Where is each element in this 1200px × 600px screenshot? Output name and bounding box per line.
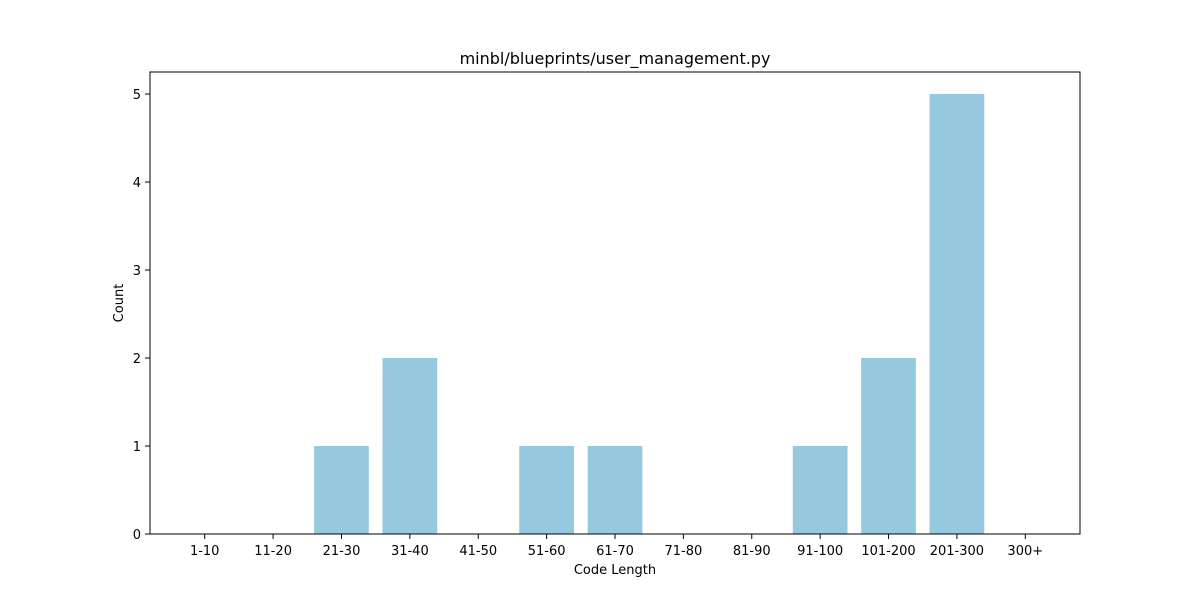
x-tick-label: 31-40 — [391, 544, 429, 559]
x-axis-ticks: 1-10 11-20 21-30 31-40 41-50 51-60 61-70 71-80 8… — [190, 534, 1043, 559]
x-tick-label: 101-200 — [861, 544, 915, 559]
x-tick-label: 91-100 — [797, 544, 843, 559]
y-tick-label: 4 — [133, 176, 141, 191]
x-tick-label: 21-30 — [323, 544, 361, 559]
y-tick-label: 5 — [133, 88, 141, 103]
y-tick-label: 0 — [133, 528, 141, 543]
x-tick-label: 81-90 — [733, 544, 771, 559]
y-axis-ticks: 0 1 2 3 4 5 — [133, 88, 150, 543]
x-tick-label: 1-10 — [190, 544, 220, 559]
y-tick-label: 3 — [133, 264, 141, 279]
x-tick-label: 61-70 — [596, 544, 634, 559]
bar-31-40 — [382, 358, 438, 534]
x-tick-label: 71-80 — [664, 544, 702, 559]
bar-201-300 — [929, 94, 985, 534]
x-tick-label: 51-60 — [528, 544, 566, 559]
bar-101-200 — [861, 358, 916, 534]
x-tick-label: 201-300 — [930, 544, 984, 559]
x-tick-label: 41-50 — [459, 544, 497, 559]
bar-21-30 — [314, 446, 369, 534]
chart-title: minbl/blueprints/user_management.py — [460, 49, 771, 69]
x-axis-label: Code Length — [574, 563, 656, 578]
bar-91-100 — [792, 446, 848, 534]
bars-group — [314, 94, 985, 534]
bar-61-70 — [587, 446, 643, 534]
y-axis-label: Count — [112, 284, 127, 323]
y-tick-label: 1 — [133, 440, 141, 455]
bar-51-60 — [519, 446, 574, 534]
y-tick-label: 2 — [133, 352, 141, 367]
x-tick-label: 11-20 — [254, 544, 292, 559]
x-tick-label: 300+ — [1007, 544, 1043, 559]
